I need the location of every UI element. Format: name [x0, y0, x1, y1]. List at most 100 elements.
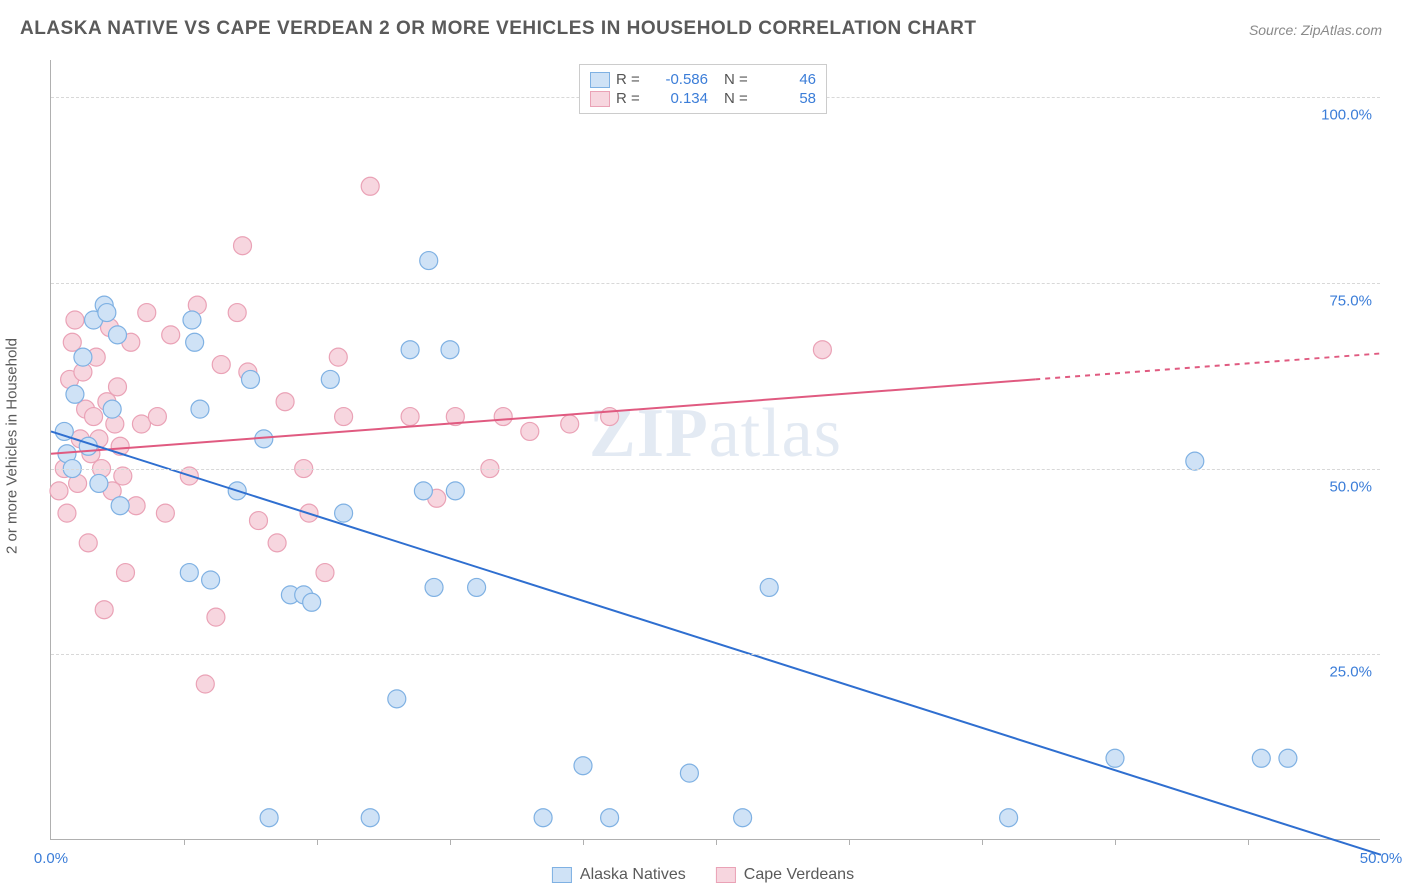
correlation-stats-box: R = -0.586 N = 46 R = 0.134 N = 58 — [579, 64, 827, 114]
data-point — [601, 809, 619, 827]
n-label: N = — [724, 71, 754, 88]
swatch-series1-legend — [552, 867, 572, 883]
data-point — [191, 400, 209, 418]
data-point — [148, 408, 166, 426]
data-point — [249, 512, 267, 530]
data-point — [268, 534, 286, 552]
data-point — [58, 504, 76, 522]
data-point — [74, 348, 92, 366]
data-point — [680, 764, 698, 782]
data-point — [468, 578, 486, 596]
data-point — [303, 593, 321, 611]
x-tick-label: 0.0% — [34, 850, 68, 867]
data-point — [534, 809, 552, 827]
chart-title: ALASKA NATIVE VS CAPE VERDEAN 2 OR MORE … — [20, 18, 977, 40]
data-point — [335, 504, 353, 522]
data-point — [813, 341, 831, 359]
data-point — [66, 311, 84, 329]
plot-area: ZIPatlas 25.0%50.0%75.0%100.0%0.0%50.0% — [50, 60, 1380, 840]
x-tick-label: 50.0% — [1360, 850, 1403, 867]
y-axis-label: 2 or more Vehicles in Household — [4, 338, 21, 554]
data-point — [494, 408, 512, 426]
y-tick-label: 100.0% — [1321, 107, 1372, 124]
data-point — [401, 341, 419, 359]
data-point — [420, 252, 438, 270]
data-point — [90, 474, 108, 492]
data-point — [162, 326, 180, 344]
data-point — [521, 422, 539, 440]
data-point — [760, 578, 778, 596]
data-point — [132, 415, 150, 433]
data-point — [276, 393, 294, 411]
data-point — [109, 378, 127, 396]
data-point — [441, 341, 459, 359]
data-point — [1000, 809, 1018, 827]
stats-row-series1: R = -0.586 N = 46 — [590, 70, 816, 89]
data-point — [234, 237, 252, 255]
data-point — [425, 578, 443, 596]
data-point — [446, 482, 464, 500]
data-point — [79, 534, 97, 552]
bottom-legend: Alaska Natives Cape Verdeans — [552, 866, 854, 884]
data-point — [316, 564, 334, 582]
r-value-series2: 0.134 — [652, 90, 708, 107]
data-point — [212, 356, 230, 374]
n-value-series1: 46 — [760, 71, 816, 88]
data-point — [1252, 749, 1270, 767]
data-point — [127, 497, 145, 515]
data-point — [109, 326, 127, 344]
data-point — [183, 311, 201, 329]
n-label: N = — [724, 90, 754, 107]
swatch-series2-legend — [716, 867, 736, 883]
data-point — [361, 809, 379, 827]
data-point — [335, 408, 353, 426]
data-point — [228, 304, 246, 322]
legend-label-series2: Cape Verdeans — [744, 866, 854, 884]
n-value-series2: 58 — [760, 90, 816, 107]
stats-row-series2: R = 0.134 N = 58 — [590, 89, 816, 108]
legend-item-series2: Cape Verdeans — [716, 866, 854, 884]
data-point — [103, 400, 121, 418]
data-point — [196, 675, 214, 693]
data-point — [156, 504, 174, 522]
data-point — [114, 467, 132, 485]
trend-line — [1035, 353, 1381, 379]
data-point — [1106, 749, 1124, 767]
y-tick-label: 25.0% — [1329, 664, 1372, 681]
legend-label-series1: Alaska Natives — [580, 866, 686, 884]
data-point — [186, 333, 204, 351]
data-point — [260, 809, 278, 827]
data-point — [66, 385, 84, 403]
swatch-series2 — [590, 91, 610, 107]
data-point — [1186, 452, 1204, 470]
data-point — [361, 177, 379, 195]
y-tick-label: 75.0% — [1329, 292, 1372, 309]
legend-item-series1: Alaska Natives — [552, 866, 686, 884]
data-point — [561, 415, 579, 433]
data-point — [329, 348, 347, 366]
data-point — [207, 608, 225, 626]
data-point — [388, 690, 406, 708]
swatch-series1 — [590, 72, 610, 88]
data-point — [202, 571, 220, 589]
data-point — [242, 370, 260, 388]
chart-canvas — [51, 60, 1380, 839]
data-point — [116, 564, 134, 582]
r-label: R = — [616, 90, 646, 107]
data-point — [734, 809, 752, 827]
y-tick-label: 50.0% — [1329, 478, 1372, 495]
data-point — [95, 601, 113, 619]
data-point — [574, 757, 592, 775]
data-point — [401, 408, 419, 426]
r-label: R = — [616, 71, 646, 88]
r-value-series1: -0.586 — [652, 71, 708, 88]
data-point — [321, 370, 339, 388]
data-point — [414, 482, 432, 500]
data-point — [98, 304, 116, 322]
data-point — [111, 497, 129, 515]
data-point — [1279, 749, 1297, 767]
data-point — [50, 482, 68, 500]
data-point — [180, 564, 198, 582]
data-point — [138, 304, 156, 322]
trend-line — [51, 431, 1381, 854]
